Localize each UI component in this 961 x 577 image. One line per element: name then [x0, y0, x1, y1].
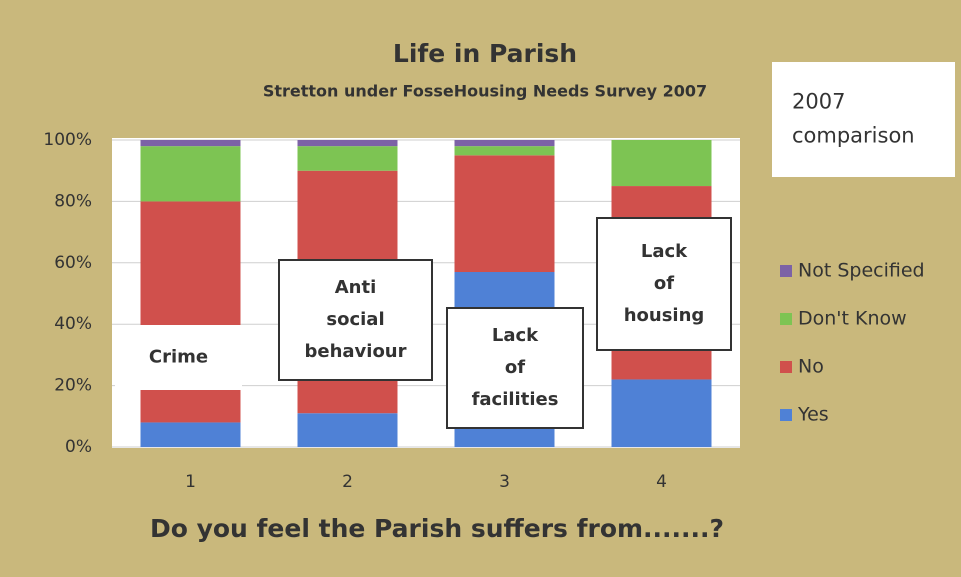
bar-segment	[297, 140, 398, 147]
bar-segment	[611, 140, 712, 187]
chart-title: Life in Parish	[393, 39, 577, 68]
x-tick-label: 1	[185, 472, 196, 492]
legend-swatch	[780, 265, 792, 277]
y-tick-label: 100%	[43, 130, 92, 150]
y-tick-label: 40%	[54, 314, 92, 334]
annotation-box	[596, 217, 732, 351]
bar-segment	[297, 413, 398, 447]
annotation-text: facilities	[472, 389, 559, 410]
annotation-text: Lack	[492, 325, 539, 346]
annotation-text: Crime	[149, 347, 208, 368]
legend-label: No	[798, 356, 824, 378]
legend-swatch	[780, 313, 792, 325]
bar-segment	[297, 146, 398, 171]
y-tick-label: 60%	[54, 253, 92, 273]
legend-label: Don't Know	[798, 308, 907, 330]
legend-label: Not Specified	[798, 260, 925, 282]
bar-segment	[140, 146, 241, 202]
annotation-text: housing	[624, 305, 705, 326]
annotation-text: social	[326, 309, 384, 330]
annotation-text: 2007	[792, 90, 845, 114]
bar-segment	[454, 140, 555, 147]
y-tick-label: 20%	[54, 376, 92, 396]
legend-swatch	[780, 409, 792, 421]
annotation-text: of	[505, 357, 525, 378]
y-tick-label: 0%	[65, 437, 92, 457]
annotation-text: of	[654, 273, 674, 294]
annotation-text: behaviour	[304, 341, 406, 362]
y-tick-label: 80%	[54, 191, 92, 211]
bar-segment	[454, 146, 555, 156]
annotation-box	[278, 259, 433, 381]
chart-subtitle: Stretton under FosseHousing Needs Survey…	[263, 82, 707, 101]
x-tick-label: 4	[656, 472, 667, 492]
annotation-text: Anti	[335, 277, 377, 298]
annotation-text: Lack	[641, 241, 688, 262]
bar-segment	[140, 140, 241, 147]
annotation-text: comparison	[792, 124, 915, 148]
annotation-box	[772, 62, 955, 177]
bar-segment	[611, 379, 712, 447]
x-axis-label: Do you feel the Parish suffers from.....…	[150, 514, 724, 543]
x-tick-label: 2	[342, 472, 353, 492]
annotation-box	[115, 325, 242, 390]
bar-segment	[140, 422, 241, 447]
legend-swatch	[780, 361, 792, 373]
legend-label: Yes	[797, 404, 829, 426]
x-tick-label: 3	[499, 472, 510, 492]
bar-segment	[454, 155, 555, 273]
annotation-box	[446, 307, 584, 429]
